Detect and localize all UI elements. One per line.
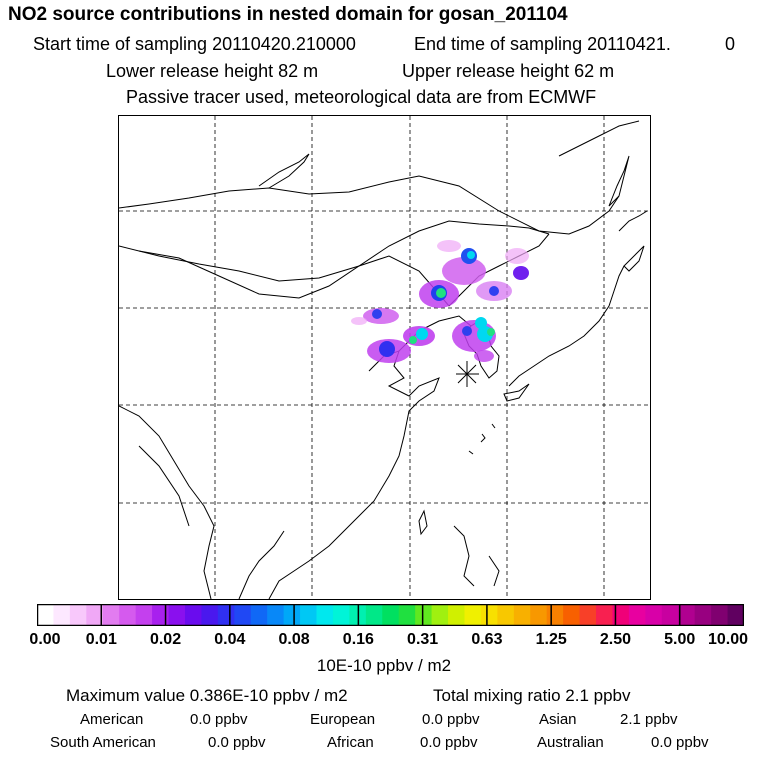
colorbar [37, 604, 744, 626]
colorbar-tick-label: 0.63 [471, 631, 503, 648]
colorbar-tick-label: 10.00 [707, 631, 749, 648]
region-value-african: 0.0 ppbv [420, 734, 478, 751]
total-mixing-ratio: Total mixing ratio 2.1 ppbv [433, 686, 631, 705]
region-label-australian: Australian [537, 734, 604, 751]
colorbar-swatch [152, 604, 170, 626]
colorbar-swatch [694, 604, 712, 626]
colorbar-swatch [53, 604, 71, 626]
colorbar-tick-label: 2.50 [599, 631, 632, 648]
colorbar-swatch [250, 604, 268, 626]
colorbar-tick-label: 0.00 [29, 631, 61, 648]
upper-release-height: Upper release height 62 m [402, 61, 615, 81]
colorbar-swatch [464, 604, 482, 626]
colorbar-swatch [267, 604, 285, 626]
region-value-australian: 0.0 ppbv [651, 734, 709, 751]
colorbar-swatch [316, 604, 334, 626]
colorbar-tick-label: 1.25 [535, 631, 567, 648]
colorbar-swatch [645, 604, 663, 626]
region-label-american: American [80, 711, 144, 728]
max-value: Maximum value 0.386E-10 ppbv / m2 [66, 686, 348, 705]
colorbar-swatch [596, 604, 613, 626]
colorbar-swatch [234, 604, 252, 626]
region-label-european: European [310, 711, 376, 728]
map-panel [118, 115, 651, 600]
colorbar-swatch [135, 604, 153, 626]
colorbar-tick-label: 0.02 [149, 631, 182, 648]
colorbar-swatch [431, 604, 449, 626]
colorbar-swatch [612, 604, 630, 626]
colorbar-swatch [382, 604, 400, 626]
start-time-label: Start time of sampling 20110420.210000 [33, 34, 356, 54]
colorbar-swatch [201, 604, 219, 626]
colorbar-tick-label: 5.00 [664, 631, 696, 648]
colorbar-unit: 10E-10 ppbv / m2 [316, 656, 452, 675]
colorbar-swatch [102, 604, 120, 626]
colorbar-swatch [497, 604, 515, 626]
lower-release-height: Lower release height 82 m [106, 61, 319, 81]
colorbar-swatch [300, 604, 318, 626]
colorbar-swatch [37, 604, 54, 626]
colorbar-swatch [119, 604, 137, 626]
tracer-note: Passive tracer used, meteorological data… [126, 87, 597, 107]
colorbar-swatch [530, 604, 548, 626]
colorbar-swatch [69, 604, 87, 626]
region-value-european: 0.0 ppbv [422, 711, 480, 728]
map-title: NO2 source contributions in nested domai… [8, 4, 568, 25]
end-time-label: End time of sampling 20110421. [414, 34, 671, 54]
colorbar-swatch [184, 604, 202, 626]
region-value-american: 0.0 ppbv [190, 711, 248, 728]
colorbar-tick-label: 0.08 [278, 631, 310, 648]
region-label-asian: Asian [539, 711, 577, 728]
colorbar-swatch [513, 604, 531, 626]
colorbar-swatch [480, 604, 498, 626]
region-label-south-american: South American [50, 734, 156, 751]
region-value-south-american: 0.0 ppbv [208, 734, 266, 751]
colorbar-tick-label: 0.04 [214, 631, 246, 648]
end-time-suffix: 0 [725, 34, 736, 54]
colorbar-swatch [415, 604, 433, 626]
colorbar-swatch [661, 604, 679, 626]
colorbar-swatch [168, 604, 186, 626]
colorbar-swatch [678, 604, 696, 626]
colorbar-swatch [398, 604, 416, 626]
colorbar-swatch [86, 604, 104, 626]
colorbar-swatch [727, 604, 744, 626]
region-value-asian: 2.1 ppbv [620, 711, 678, 728]
colorbar-swatch [579, 604, 597, 626]
colorbar-border [37, 604, 744, 626]
colorbar-swatch [283, 604, 301, 626]
plume-field [351, 240, 529, 363]
colorbar-swatch [628, 604, 646, 626]
colorbar-swatch [546, 604, 564, 626]
colorbar-swatch [711, 604, 729, 626]
region-label-african: African [327, 734, 374, 751]
colorbar-tick-label: 0.31 [407, 631, 439, 648]
receptor-asterisk-icon [456, 361, 479, 387]
graticule [119, 116, 650, 599]
colorbar-swatch [448, 604, 465, 626]
colorbar-swatch [217, 604, 235, 626]
colorbar-tick-label: 0.16 [342, 631, 374, 648]
colorbar-swatch [332, 604, 350, 626]
colorbar-swatch [365, 604, 383, 626]
colorbar-tick-label: 0.01 [85, 631, 117, 648]
map-canvas [119, 116, 650, 599]
colorbar-swatch [563, 604, 581, 626]
